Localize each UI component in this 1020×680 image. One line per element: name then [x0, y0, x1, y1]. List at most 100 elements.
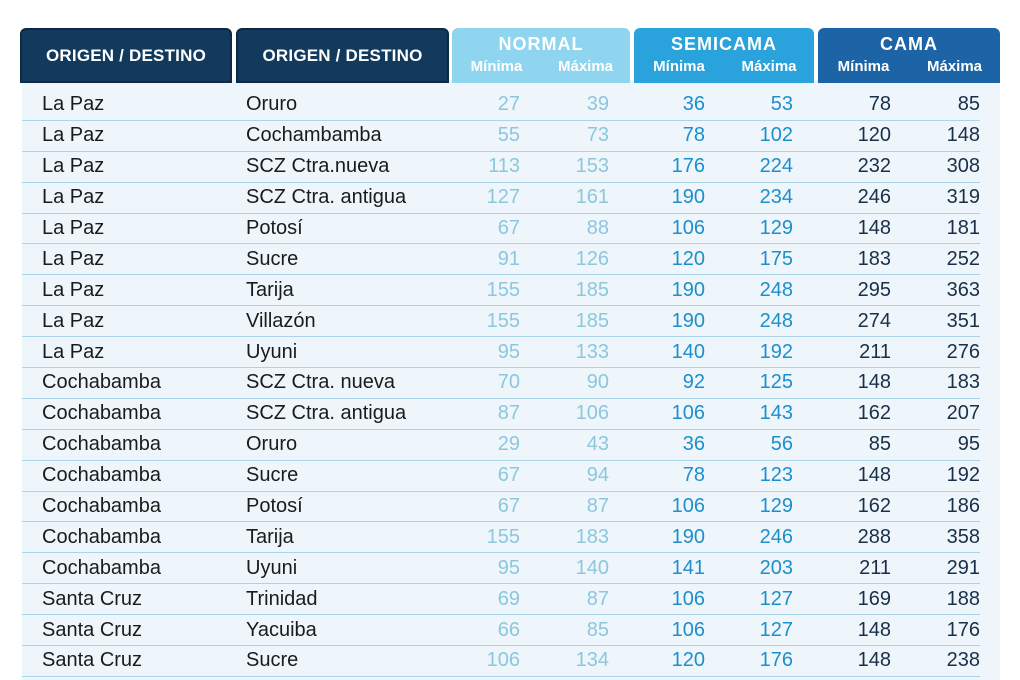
semicama-max-cell: 56 — [770, 433, 793, 456]
semicama-max-cell: 123 — [759, 464, 793, 487]
normal-max-cell: 90 — [586, 371, 609, 394]
semicama-max-cell: 234 — [759, 186, 793, 209]
cama-min-cell: 120 — [857, 124, 891, 147]
normal-max-cell: 161 — [575, 186, 609, 209]
semicama-max-cell: 175 — [759, 247, 793, 270]
normal-max-cell: 185 — [575, 278, 609, 301]
semicama-max-cell: 127 — [759, 587, 793, 610]
normal-max-cell: 183 — [575, 525, 609, 548]
origin-cell: Santa Cruz — [42, 618, 143, 641]
normal-min-cell: 155 — [486, 278, 520, 301]
table-row: Santa Cruz Yacuiba 66 85 106 127 148 176 — [22, 615, 980, 647]
cama-max-cell: 319 — [946, 186, 980, 209]
cama-min-cell: 162 — [857, 402, 891, 425]
table-row: Santa Cruz Trinidad 69 87 106 127 169 188 — [22, 584, 980, 616]
semicama-min-cell: 190 — [671, 186, 705, 209]
header-cama-max: Máxima — [926, 58, 983, 75]
cama-max-cell: 95 — [957, 433, 980, 456]
destination-cell: Sucre — [246, 247, 299, 270]
table-row: Cochabamba Oruro 29 43 36 56 85 95 — [22, 430, 980, 461]
normal-max-cell: 185 — [575, 309, 609, 332]
cama-max-cell: 176 — [946, 618, 980, 641]
semicama-min-cell: 140 — [671, 340, 705, 363]
table-row: La Paz SCZ Ctra. antigua 127 161 190 234 246 31… — [22, 183, 980, 214]
semicama-max-cell: 248 — [759, 309, 793, 332]
normal-min-cell: 155 — [486, 309, 520, 332]
table-row: Cochabamba Tarija 155 183 190 246 288 358 — [22, 522, 980, 554]
normal-max-cell: 133 — [575, 340, 609, 363]
table-row: La Paz SCZ Ctra.nueva 113 153 176 224 232 308 — [22, 152, 980, 183]
normal-min-cell: 67 — [497, 464, 520, 487]
destination-cell: SCZ Ctra. antigua — [246, 402, 407, 425]
header-normal-min: Mínima — [470, 58, 523, 75]
normal-min-cell: 113 — [488, 155, 520, 178]
cama-max-cell: 183 — [946, 371, 980, 394]
table-row: La Paz Oruro 27 39 36 53 78 85 — [22, 90, 980, 121]
header-semicama-title: SEMICAMA — [671, 34, 777, 54]
semicama-min-cell: 120 — [671, 649, 705, 672]
header-destination-label: ORIGEN / DESTINO — [262, 45, 423, 65]
normal-min-cell: 67 — [497, 495, 520, 518]
semicama-max-cell: 203 — [759, 556, 793, 579]
normal-max-cell: 87 — [586, 495, 609, 518]
cama-min-cell: 162 — [857, 495, 891, 518]
normal-max-cell: 134 — [575, 649, 609, 672]
origin-cell: Cochabamba — [42, 495, 161, 518]
destination-cell: Sucre — [246, 464, 299, 487]
header-semicama: SEMICAMA Mínima Máxima — [634, 28, 814, 83]
table-row: Cochabamba SCZ Ctra. antigua 87 106 106 143 16… — [22, 399, 980, 430]
cama-min-cell: 246 — [857, 186, 891, 209]
cama-max-cell: 181 — [946, 217, 980, 239]
header-normal: NORMAL Mínima Máxima — [452, 28, 630, 83]
header-cama-title: CAMA — [880, 34, 938, 54]
semicama-min-cell: 120 — [671, 247, 705, 270]
destination-cell: SCZ Ctra.nueva — [246, 155, 390, 178]
normal-min-cell: 95 — [497, 556, 520, 579]
normal-min-cell: 87 — [497, 402, 520, 425]
cama-min-cell: 183 — [857, 247, 891, 270]
destination-cell: Uyuni — [246, 340, 298, 363]
table-row: La Paz Villazón 155 185 190 248 274 351 — [22, 306, 980, 338]
normal-max-cell: 153 — [575, 155, 609, 178]
normal-max-cell: 73 — [586, 124, 609, 147]
table-row: La Paz Tarija 155 185 190 248 295 363 — [22, 275, 980, 307]
origin-cell: Cochabamba — [42, 464, 161, 487]
normal-min-cell: 70 — [497, 371, 520, 394]
normal-max-cell: 85 — [586, 618, 609, 641]
header-cama-min: Mínima — [837, 58, 890, 75]
table-row: La Paz Potosí 67 88 106 129 148 181 — [22, 214, 980, 245]
normal-min-cell: 106 — [486, 649, 520, 672]
table-row: Cochabamba Uyuni 95 140 141 203 211 291 — [22, 553, 980, 585]
destination-cell: Tarija — [246, 278, 294, 301]
semicama-min-cell: 106 — [671, 402, 705, 425]
semicama-max-cell: 192 — [759, 340, 793, 363]
origin-cell: La Paz — [42, 340, 105, 363]
origin-cell: Santa Cruz — [42, 587, 143, 610]
destination-cell: Uyuni — [246, 556, 298, 579]
cama-min-cell: 288 — [857, 525, 891, 548]
cama-min-cell: 211 — [859, 340, 891, 363]
destination-cell: Villazón — [246, 309, 316, 332]
origin-cell: La Paz — [42, 217, 105, 239]
semicama-max-cell: 102 — [759, 124, 793, 147]
normal-max-cell: 43 — [586, 433, 609, 456]
normal-min-cell: 27 — [497, 93, 520, 116]
cama-max-cell: 207 — [946, 402, 980, 425]
semicama-min-cell: 36 — [682, 433, 705, 456]
destination-cell: Yacuiba — [246, 618, 317, 641]
semicama-min-cell: 176 — [671, 155, 705, 178]
cama-min-cell: 148 — [857, 371, 891, 394]
table-row: Cochabamba SCZ Ctra. nueva 70 90 92 125 148 183 — [22, 368, 980, 399]
normal-min-cell: 55 — [497, 124, 520, 147]
semicama-max-cell: 127 — [759, 618, 793, 641]
table-row: Cochabamba Sucre 67 94 78 123 148 192 — [22, 461, 980, 492]
header-origin: ORIGEN / DESTINO — [20, 28, 232, 83]
origin-cell: Santa Cruz — [42, 649, 143, 672]
cama-min-cell: 148 — [857, 217, 891, 239]
semicama-min-cell: 141 — [671, 556, 705, 579]
header-semicama-max: Máxima — [741, 58, 797, 75]
destination-cell: Oruro — [246, 433, 298, 456]
cama-min-cell: 232 — [857, 155, 891, 178]
destination-cell: SCZ Ctra. nueva — [246, 371, 395, 394]
normal-min-cell: 155 — [486, 525, 520, 548]
